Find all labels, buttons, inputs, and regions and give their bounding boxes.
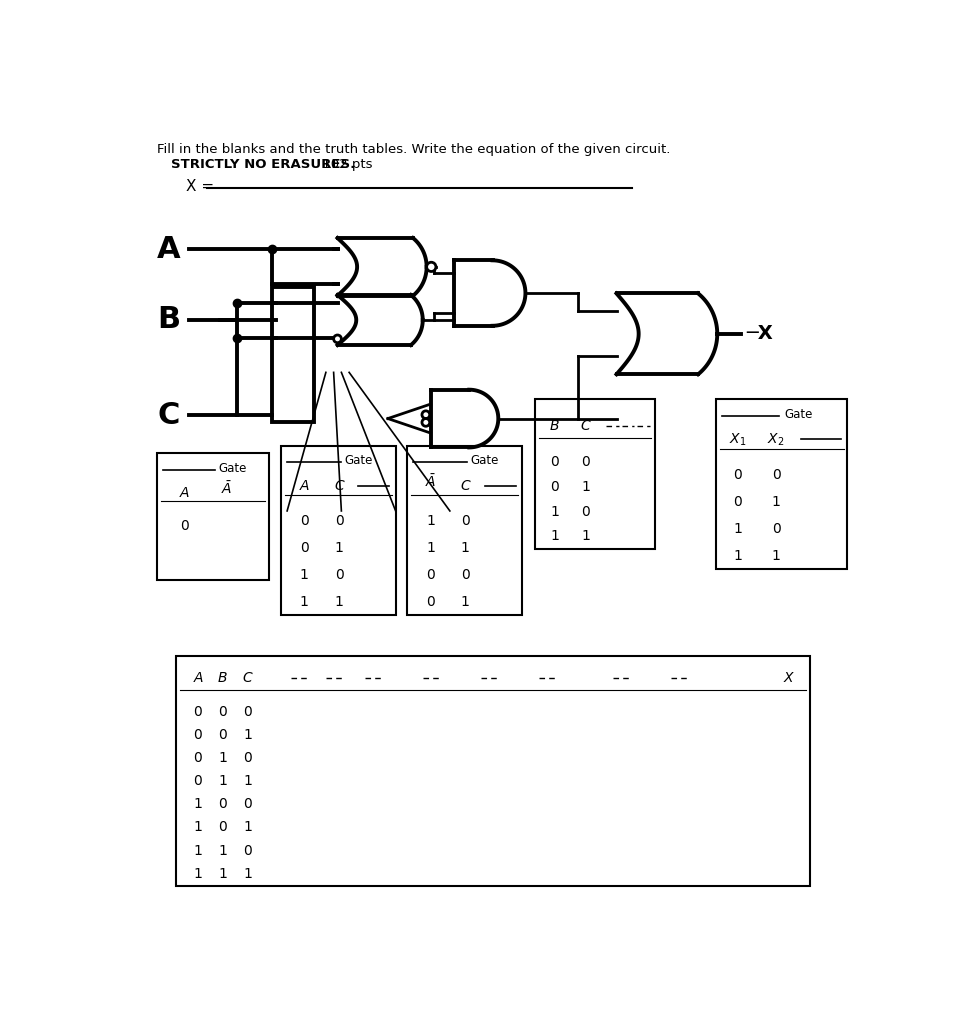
Text: 0: 0 bbox=[335, 514, 343, 528]
Text: $\bar{A}$: $\bar{A}$ bbox=[425, 473, 436, 490]
Bar bbox=[407, 445, 522, 614]
Text: 0: 0 bbox=[772, 521, 781, 536]
Text: 0: 0 bbox=[733, 495, 741, 509]
Text: B: B bbox=[218, 671, 228, 685]
Text: 1: 1 bbox=[461, 541, 469, 555]
Text: 0: 0 bbox=[243, 798, 252, 811]
Text: 1: 1 bbox=[335, 541, 343, 555]
Text: X =: X = bbox=[186, 178, 215, 194]
Text: 0: 0 bbox=[219, 798, 228, 811]
Bar bbox=[281, 445, 395, 614]
Text: 0: 0 bbox=[194, 728, 202, 742]
Text: 0: 0 bbox=[243, 705, 252, 719]
Text: C: C bbox=[243, 671, 253, 685]
Text: 1: 1 bbox=[194, 866, 202, 881]
Circle shape bbox=[422, 411, 430, 419]
Text: 0: 0 bbox=[335, 568, 343, 582]
Text: 1: 1 bbox=[733, 549, 742, 562]
Text: $X_2$: $X_2$ bbox=[767, 431, 785, 447]
Text: ─X: ─X bbox=[747, 325, 773, 343]
Text: 1: 1 bbox=[243, 728, 252, 742]
Text: 1: 1 bbox=[581, 480, 590, 495]
Text: 1: 1 bbox=[581, 529, 590, 544]
Text: 1: 1 bbox=[219, 866, 228, 881]
Text: Gate: Gate bbox=[784, 409, 813, 421]
Text: 1: 1 bbox=[550, 529, 559, 544]
Text: 1: 1 bbox=[300, 568, 308, 582]
Text: $X_1$: $X_1$ bbox=[729, 431, 746, 447]
Text: 1: 1 bbox=[300, 595, 308, 609]
Text: STRICTLY NO ERASURES.: STRICTLY NO ERASURES. bbox=[171, 159, 355, 171]
Text: B: B bbox=[549, 419, 559, 433]
Text: 0: 0 bbox=[243, 844, 252, 857]
Text: B: B bbox=[157, 305, 180, 335]
Text: 1: 1 bbox=[219, 752, 228, 765]
Text: 1: 1 bbox=[194, 820, 202, 835]
Text: C: C bbox=[335, 478, 344, 493]
Text: 1: 1 bbox=[243, 866, 252, 881]
Text: 1: 1 bbox=[426, 514, 435, 528]
Text: 0: 0 bbox=[194, 774, 202, 788]
Text: 0: 0 bbox=[219, 728, 228, 742]
Text: $\bar{A}$: $\bar{A}$ bbox=[221, 480, 232, 497]
Text: 0: 0 bbox=[300, 541, 308, 555]
Text: 0: 0 bbox=[194, 752, 202, 765]
Bar bbox=[157, 454, 269, 581]
Text: X: X bbox=[784, 671, 793, 685]
Text: 0: 0 bbox=[461, 514, 469, 528]
Text: Fill in the blanks and the truth tables. Write the equation of the given circuit: Fill in the blanks and the truth tables.… bbox=[157, 143, 670, 156]
Text: C: C bbox=[157, 401, 179, 430]
Text: 0: 0 bbox=[219, 705, 228, 719]
Bar bbox=[715, 399, 847, 568]
Circle shape bbox=[422, 419, 430, 426]
Text: 1: 1 bbox=[219, 844, 228, 857]
Text: 1: 1 bbox=[335, 595, 343, 609]
Text: 1: 1 bbox=[461, 595, 469, 609]
Bar bbox=[176, 656, 811, 886]
Text: 1: 1 bbox=[243, 774, 252, 788]
Text: 0: 0 bbox=[426, 595, 435, 609]
Text: 0: 0 bbox=[300, 514, 308, 528]
Text: 102 pts: 102 pts bbox=[318, 159, 373, 171]
Text: A: A bbox=[193, 671, 202, 685]
Text: 0: 0 bbox=[550, 480, 559, 495]
Text: 0: 0 bbox=[461, 568, 469, 582]
Text: Gate: Gate bbox=[219, 462, 247, 475]
Text: 0: 0 bbox=[219, 820, 228, 835]
Text: 0: 0 bbox=[581, 505, 590, 519]
Circle shape bbox=[334, 335, 341, 343]
Bar bbox=[535, 399, 656, 550]
Text: 1: 1 bbox=[219, 774, 228, 788]
Text: 1: 1 bbox=[243, 820, 252, 835]
Text: 0: 0 bbox=[179, 519, 188, 534]
Text: 0: 0 bbox=[772, 468, 781, 481]
Text: Gate: Gate bbox=[470, 455, 498, 467]
Text: 0: 0 bbox=[733, 468, 741, 481]
Text: C: C bbox=[461, 478, 470, 493]
Text: 1: 1 bbox=[194, 798, 202, 811]
Text: 0: 0 bbox=[550, 456, 559, 469]
Text: 0: 0 bbox=[581, 456, 590, 469]
Text: 1: 1 bbox=[426, 541, 435, 555]
Text: C: C bbox=[580, 419, 590, 433]
Text: 1: 1 bbox=[772, 549, 781, 562]
Text: 0: 0 bbox=[426, 568, 435, 582]
Text: 1: 1 bbox=[772, 495, 781, 509]
Text: A: A bbox=[300, 478, 308, 493]
Text: 0: 0 bbox=[243, 752, 252, 765]
Text: 1: 1 bbox=[733, 521, 742, 536]
Text: 1: 1 bbox=[550, 505, 559, 519]
Text: 0: 0 bbox=[194, 705, 202, 719]
Text: Gate: Gate bbox=[344, 455, 372, 467]
Text: A: A bbox=[157, 234, 180, 263]
Text: A: A bbox=[179, 486, 189, 501]
Circle shape bbox=[427, 262, 436, 271]
Bar bbox=[272, 287, 314, 422]
Text: 1: 1 bbox=[194, 844, 202, 857]
